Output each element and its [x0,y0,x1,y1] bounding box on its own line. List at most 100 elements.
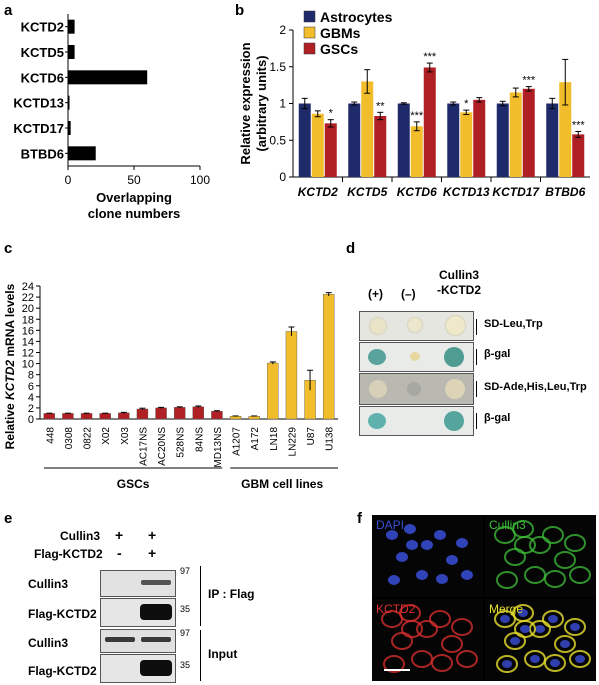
blot-band [140,660,172,676]
microscopy-panel: DAPI Cullin3 KCTD2 Merge [372,515,596,681]
ip-label: IP : Flag [208,587,255,601]
nucleus [421,540,433,550]
legend-swatch [303,10,316,23]
x-tick-label: 50 [127,173,141,187]
nucleus [570,623,580,631]
yeast-row-label: SD-Leu,Trp [484,318,543,330]
category-label: KCTD13 [443,185,490,199]
lane-sign: + [148,545,157,561]
category-label: U87 [306,427,317,446]
nucleus [518,609,528,617]
bar [496,103,509,177]
bar [62,413,74,420]
category-label: KCTD5 [21,45,64,60]
cell [496,571,518,589]
bar [68,146,96,161]
bar [572,134,585,177]
quadrant-label: DAPI [376,518,404,532]
y-tick-label: 0 [28,414,34,426]
mw-marker: 35 [180,604,191,614]
category-label: AC20NS [157,427,168,466]
yeast-row-label: β-gal [484,348,511,360]
yeast-bracket [476,381,481,397]
cell [544,654,566,672]
y-tick-label: 1 [279,97,286,111]
nucleus [396,552,408,562]
cell [504,632,526,650]
significance-marker: * [329,108,334,120]
category-label: KCTD17 [13,121,64,136]
significance-marker: *** [522,75,536,87]
nucleus [406,540,418,550]
yeast-spot [444,347,464,367]
blot-label: Cullin3 [28,636,69,650]
bar [68,95,70,110]
bar [68,45,75,59]
category-label: X02 [101,427,112,445]
yeast-plate [359,373,474,405]
yeast-bracket [476,349,481,365]
nucleus [416,570,428,580]
bar [546,103,559,177]
panel-letter-d: d [346,240,356,257]
category-label: KCTD2 [298,185,338,199]
nucleus [530,655,540,663]
bar [322,294,335,420]
microscopy-quadrant: DAPI [372,515,483,597]
y-axis-label: (arbitrary units) [254,55,269,151]
lane-sign: - [117,545,122,561]
bar [460,112,473,177]
significance-marker: *** [423,51,437,63]
nucleus [386,530,398,540]
bar [192,406,205,420]
nucleus [461,570,473,580]
nucleus [404,524,416,534]
y-tick-label: 6 [28,381,34,393]
nucleus [510,637,520,645]
y-tick-label: 18 [22,314,34,326]
cell [431,654,453,672]
bar [136,408,149,420]
bar [374,115,387,177]
x-tick-label: 100 [190,173,210,187]
bar [509,92,522,177]
category-label: KCTD13 [13,96,64,111]
yeast-col-label: Cullin3 -KCTD2 [437,268,481,297]
cell [524,650,546,668]
bar [522,88,535,177]
cell [514,536,536,554]
cell [569,566,591,584]
yeast-spot [369,380,387,398]
nucleus [446,555,458,565]
bar [118,412,130,420]
cell [569,650,591,668]
bar [285,331,298,420]
cell [429,610,451,628]
panel-letter-c: c [4,240,13,257]
legend-label: GSCs [320,41,358,57]
legend-swatch [303,26,316,39]
yeast-bracket [476,319,481,335]
blot-band [141,637,171,642]
lane-sign: + [115,527,124,543]
bar [361,81,374,177]
blot-label: Cullin3 [28,577,69,591]
microscopy-quadrant: Cullin3 [485,515,596,597]
cell [401,620,423,638]
y-tick-label: 14 [22,336,34,348]
yeast-plate [359,311,474,341]
category-label: MD13NS [213,427,224,468]
nucleus [560,640,570,648]
blot-label: Flag-KCTD2 [28,607,97,621]
microscopy-quadrant: KCTD2 [372,599,483,681]
cell [391,632,413,650]
cell [544,570,566,588]
cell [554,635,576,653]
legend-swatch [303,42,316,55]
yeast-spot [368,413,386,429]
bar [68,19,75,34]
category-label: KCTD6 [21,70,64,85]
cell [411,650,433,668]
